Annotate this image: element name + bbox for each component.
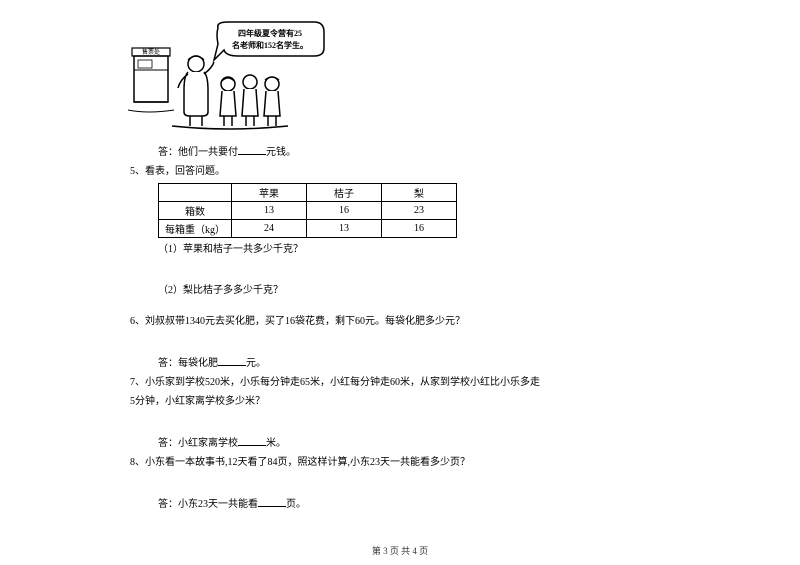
q6-answer-line: 答：每袋化肥 元。 <box>130 355 670 371</box>
booth-sign-text: 售票处 <box>142 48 160 56</box>
th-pear: 梨 <box>382 184 457 202</box>
q5-sub2: （2）梨比桔子多多少千克？ <box>130 283 670 298</box>
table-header-row: 苹果 桔子 梨 <box>159 184 457 202</box>
cell-r1c1: 13 <box>232 202 307 220</box>
question-illustration: 售票处 四年级夏令营有25 名老师和152名学生。 <box>128 20 670 132</box>
th-apple: 苹果 <box>232 184 307 202</box>
q7-blank <box>238 435 266 446</box>
q6-stem: 6、刘叔叔带1340元去买化肥，买了16袋花费，剩下60元。每袋化肥多少元？ <box>130 314 670 329</box>
q4-answer-line: 答：他们一共要付 元钱。 <box>130 144 670 160</box>
bubble-line2: 名老师和152名学生。 <box>232 40 308 50</box>
cell-r2c2: 13 <box>307 220 382 238</box>
cell-r2c3: 16 <box>382 220 457 238</box>
q8-answer-prefix: 答：小东23天一共能看 <box>158 499 258 510</box>
q6-answer-prefix: 答：每袋化肥 <box>158 358 218 369</box>
q7-stem-l2: 5分钟，小红家离学校多少米？ <box>130 394 670 409</box>
q6-blank <box>218 355 246 366</box>
cell-r1c0: 箱数 <box>159 202 232 220</box>
q8-answer-suffix: 页。 <box>286 499 306 510</box>
q5-table: 苹果 桔子 梨 箱数 13 16 23 每箱重（kg） 24 13 16 <box>158 183 457 238</box>
q5-stem: 5、看表，回答问题。 <box>130 164 670 179</box>
q7-answer-prefix: 答：小红家离学校 <box>158 438 238 449</box>
cell-r1c3: 23 <box>382 202 457 220</box>
q4-answer-prefix: 答：他们一共要付 <box>158 147 238 158</box>
q8-answer-line: 答：小东23天一共能看 页。 <box>130 496 670 512</box>
q4-blank <box>238 144 266 155</box>
q7-stem-l1: 7、小乐家到学校520米，小乐每分钟走65米，小红每分钟走60米，从家到学校小红… <box>130 375 670 390</box>
page-footer: 第 3 页 共 4 页 <box>0 544 800 557</box>
q7-answer-line: 答：小红家离学校 米。 <box>130 435 670 451</box>
q8-blank <box>258 496 286 507</box>
bubble-line1: 四年级夏令营有25 <box>238 28 302 38</box>
cell-r1c2: 16 <box>307 202 382 220</box>
table-row: 箱数 13 16 23 <box>159 202 457 220</box>
th-orange: 桔子 <box>307 184 382 202</box>
q6-answer-suffix: 元。 <box>246 358 266 369</box>
q8-stem: 8、小东看一本故事书,12天看了84页，照这样计算,小东23天一共能看多少页？ <box>130 455 670 470</box>
table-row: 每箱重（kg） 24 13 16 <box>159 220 457 238</box>
q4-answer-suffix: 元钱。 <box>266 147 296 158</box>
cell-r2c1: 24 <box>232 220 307 238</box>
cell-r2c0: 每箱重（kg） <box>159 220 232 238</box>
q5-sub1: （1）苹果和桔子一共多少千克？ <box>130 242 670 257</box>
th-blank <box>159 184 232 202</box>
q7-answer-suffix: 米。 <box>266 438 286 449</box>
